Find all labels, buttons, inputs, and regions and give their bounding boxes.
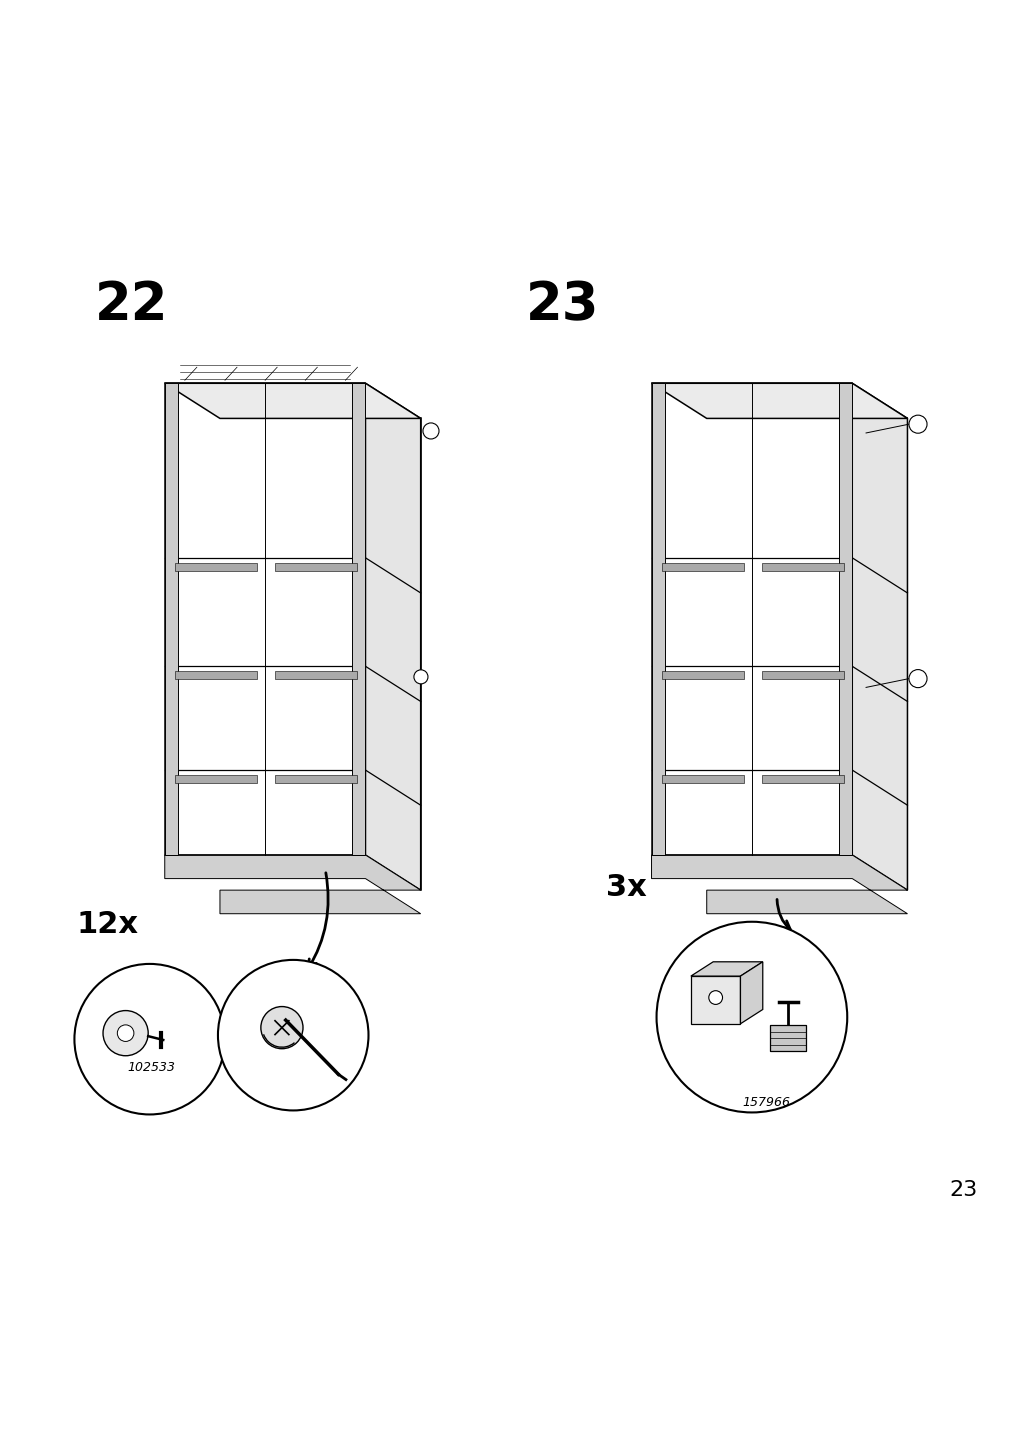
Text: 23: 23 bbox=[948, 1180, 977, 1200]
Polygon shape bbox=[761, 672, 843, 679]
Polygon shape bbox=[275, 775, 357, 783]
Polygon shape bbox=[275, 563, 357, 571]
Polygon shape bbox=[165, 855, 421, 914]
Polygon shape bbox=[275, 672, 357, 679]
FancyArrowPatch shape bbox=[308, 872, 328, 968]
Circle shape bbox=[261, 1007, 302, 1048]
Polygon shape bbox=[175, 775, 257, 783]
Polygon shape bbox=[661, 563, 743, 571]
Circle shape bbox=[423, 422, 439, 440]
Polygon shape bbox=[761, 563, 843, 571]
Circle shape bbox=[908, 670, 926, 687]
Circle shape bbox=[217, 959, 368, 1110]
Polygon shape bbox=[352, 384, 365, 855]
Text: 157966: 157966 bbox=[741, 1097, 790, 1110]
Polygon shape bbox=[175, 672, 257, 679]
Text: 102533: 102533 bbox=[127, 1061, 175, 1074]
Circle shape bbox=[75, 964, 224, 1114]
Polygon shape bbox=[851, 384, 907, 891]
Polygon shape bbox=[165, 384, 178, 855]
Text: 22: 22 bbox=[94, 279, 168, 331]
Polygon shape bbox=[175, 563, 257, 571]
Text: 12x: 12x bbox=[77, 909, 139, 939]
Circle shape bbox=[103, 1011, 148, 1055]
Polygon shape bbox=[769, 1025, 806, 1051]
Polygon shape bbox=[691, 962, 762, 977]
Text: 23: 23 bbox=[526, 279, 599, 331]
Polygon shape bbox=[740, 962, 762, 1024]
FancyArrowPatch shape bbox=[776, 899, 790, 929]
Polygon shape bbox=[691, 977, 740, 1024]
Circle shape bbox=[908, 415, 926, 434]
Text: 3x: 3x bbox=[606, 872, 646, 902]
Polygon shape bbox=[365, 384, 421, 891]
Circle shape bbox=[117, 1025, 133, 1041]
Circle shape bbox=[708, 991, 722, 1004]
Polygon shape bbox=[838, 384, 851, 855]
Polygon shape bbox=[165, 384, 421, 418]
Polygon shape bbox=[661, 775, 743, 783]
Polygon shape bbox=[661, 672, 743, 679]
Circle shape bbox=[413, 670, 428, 684]
Polygon shape bbox=[651, 855, 907, 914]
Polygon shape bbox=[761, 775, 843, 783]
Circle shape bbox=[656, 922, 846, 1113]
Polygon shape bbox=[651, 384, 907, 418]
Polygon shape bbox=[651, 384, 664, 855]
